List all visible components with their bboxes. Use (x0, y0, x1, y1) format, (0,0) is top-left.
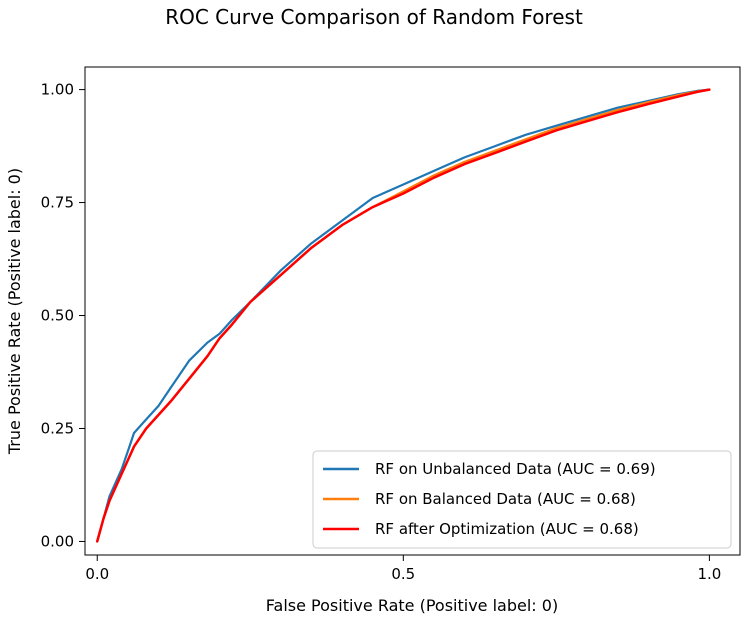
y-tick-label: 1.00 (41, 81, 74, 99)
x-tick-label: 1.0 (697, 565, 721, 583)
x-axis-label: False Positive Rate (Positive label: 0) (266, 596, 558, 615)
x-axis: 0.0 0.5 1.0 (85, 555, 721, 583)
legend-label: RF on Balanced Data (AUC = 0.68) (375, 490, 636, 508)
y-axis-label: True Positive Rate (Positive label: 0) (5, 168, 24, 455)
series-line-3 (95, 88, 711, 543)
legend: RF on Unbalanced Data (AUC = 0.69) RF on … (312, 450, 732, 549)
y-tick-label: 0.75 (41, 194, 74, 212)
y-tick-label: 0.00 (41, 532, 74, 550)
y-tick-label: 0.50 (41, 307, 74, 325)
y-axis: 0.00 0.25 0.50 0.75 1.00 (41, 81, 85, 550)
legend-box (312, 450, 732, 549)
legend-label: RF on Unbalanced Data (AUC = 0.69) (375, 460, 656, 478)
series-lines (95, 88, 711, 543)
x-tick-label: 0.5 (391, 565, 415, 583)
series-line-1 (96, 88, 711, 543)
y-tick-label: 0.25 (41, 419, 74, 437)
legend-label: RF after Optimization (AUC = 0.68) (375, 520, 639, 538)
chart-title: ROC Curve Comparison of Random Forest (165, 5, 583, 29)
x-tick-label: 0.0 (85, 565, 109, 583)
